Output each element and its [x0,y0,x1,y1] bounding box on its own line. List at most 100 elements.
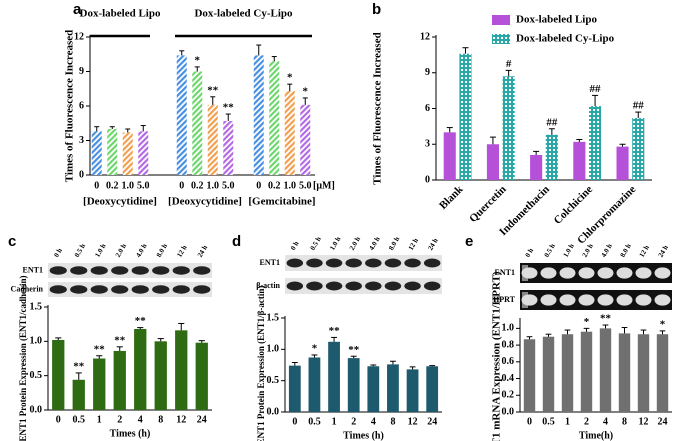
bar [175,330,188,410]
panel-letter: a [73,1,82,18]
group-label: [Gemcitabine] [248,196,315,208]
x-axis-label: Times (h) [110,428,151,439]
y-tick-label: 0.8 [502,339,515,350]
y-tick-label: 9 [79,66,84,77]
bar [93,358,106,410]
bar [223,120,234,175]
bar [530,154,543,180]
blot-strip [285,255,442,271]
x-tick-label: 0 [94,180,99,191]
x-tick-label: 2 [117,414,122,425]
gel-band [521,294,538,306]
y-tick-label: 0.0 [30,404,43,415]
x-tick-label: 1 [97,414,102,425]
bar [599,328,612,412]
blot-band [423,258,441,268]
panel-letter: b [372,1,381,18]
x-tick-label: 12 [408,416,418,427]
bar [134,328,147,410]
x-tick-label: 0.2 [191,180,204,191]
bar [195,342,208,410]
y-axis-label: ENT1 Protein Expression (ENT1/cadherin) [18,276,28,441]
x-tick-label: 24 [427,416,437,427]
significance-mark: * [303,85,309,97]
x-tick-label: 0 [292,416,297,427]
significance-mark: * [660,318,666,330]
lane-label: 12 h [638,244,651,259]
blot-band [345,281,362,291]
legend-swatch [492,15,510,25]
lane-label: 24 h [657,244,670,259]
bar [632,118,645,180]
blot-band [131,285,149,294]
x-tick-label: 0 [179,180,184,191]
x-tick-label: 1.0 [207,180,220,191]
blot-band [384,281,402,291]
significance-mark: * [584,316,590,328]
gel-band [578,294,595,306]
x-tick-label: 0.5 [73,414,86,425]
significance-mark: * [287,72,293,84]
y-tick-label: 0.5 [267,375,280,386]
gel-band [654,267,671,279]
bar [502,76,515,180]
lane-label: 24 h [196,244,209,259]
gel-band [597,294,614,306]
x-tick-label: 1 [332,416,337,427]
y-axis-label: ENT1 Protein Expression (ENT1/β-actin) [256,286,266,441]
bar [486,144,499,180]
bar [288,365,301,412]
y-tick-label: 1.0 [502,323,515,334]
lane-label: 1.0 h [562,242,576,259]
y-tick-label: 1.5 [267,312,280,323]
blot-band [345,258,362,268]
y-axis-label: Times of Fluorescence Increased [64,30,76,182]
x-tick-label: 5.0 [222,180,235,191]
blot-band [172,285,190,294]
x-tick-label: 12 [176,414,186,425]
significance-mark: ** [135,315,147,327]
blot-band [423,281,441,291]
lane-label: 4.0 h [134,242,148,259]
blot-band [152,285,170,294]
lane-label: 8.0 h [155,242,169,259]
x-tick-label: 5.0 [137,180,150,191]
y-tick-label: 0.5 [30,370,43,381]
y-tick-label: 6 [79,100,84,111]
bar [192,71,203,175]
y-tick-label: 0.2 [502,390,515,401]
bar [72,379,85,410]
bar [573,141,586,180]
significance-mark: * [195,54,201,66]
y-axis-label: ENT1 mRNA Expression (ENT1/HPRT) [491,271,503,441]
bar [459,53,472,180]
unit-label: [μM] [313,180,335,191]
significance-mark: ** [207,84,219,96]
y-tick-label: 0.0 [502,406,515,417]
lane-label: 24 h [426,237,439,252]
bar [207,104,218,175]
significance-mark: ## [546,116,558,128]
significance-mark: ** [329,325,341,337]
bar [308,357,321,412]
blot-band [404,258,421,268]
bar [91,131,102,175]
blot-band [49,266,67,275]
blot-band [325,258,343,268]
y-axis-label: Times of Fluorescence Increased [372,32,384,184]
bar [300,104,311,175]
y-tick-label: 0.0 [267,406,280,417]
bar [269,61,280,175]
bar [284,91,295,175]
x-tick-label: 1.0 [122,180,135,191]
gel-band [578,267,595,279]
lane-label: 12 h [175,244,188,259]
gel-band [616,294,633,306]
gel-lane [520,290,672,310]
blot-row-label: ENT1 [23,265,43,274]
blot-band [90,266,108,275]
blot-band [193,285,211,294]
y-tick-label: 9 [425,67,430,78]
x-tick-label: 24 [658,416,668,427]
